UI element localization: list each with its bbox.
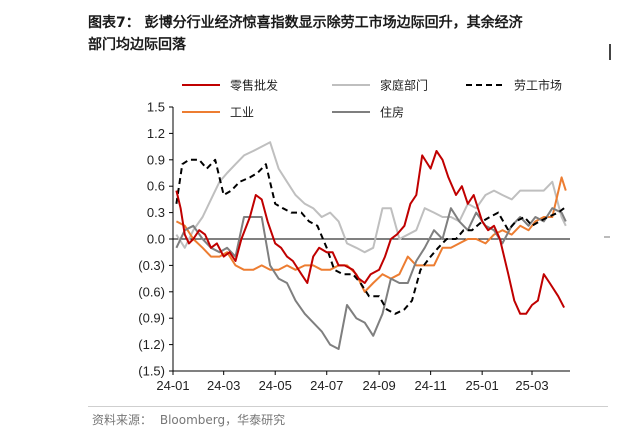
y-tick-label: (0.9) [138, 311, 165, 326]
legend-item-retail: 零售批发 [182, 78, 278, 93]
x-tick-label: 25-03 [515, 378, 548, 393]
y-tick-label: 0.6 [147, 179, 165, 194]
y-tick-label: 1.5 [147, 100, 165, 115]
y-tick-label: 1.2 [147, 126, 165, 141]
x-tick-label: 24-05 [259, 378, 292, 393]
series-line-housing [175, 207, 567, 350]
plot-area [173, 141, 570, 350]
source-label: 资料来源： [92, 413, 153, 427]
series-line-household [175, 141, 567, 254]
legend-label-industry: 工业 [230, 106, 254, 120]
legend-item-household: 家庭部门 [332, 78, 428, 93]
legend-label-household: 家庭部门 [380, 78, 428, 93]
source-text: Bloomberg，华泰研究 [159, 413, 286, 427]
source-note: 资料来源： Bloomberg，华泰研究 [92, 411, 289, 428]
x-axis: 24-01 24-03 24-05 24-07 24-09 24-11 25-01 25-03 [156, 370, 570, 393]
series-line-retail [175, 150, 565, 315]
x-tick-label: 24-03 [207, 378, 240, 393]
legend-item-housing: 住房 [332, 105, 404, 120]
x-tick-label: 24-07 [310, 378, 343, 393]
series-line-industry [175, 176, 567, 293]
page-edge-dot [604, 236, 610, 238]
y-tick-label: 0.0 [147, 232, 165, 247]
legend-label-labor: 劳工市场 [514, 78, 562, 93]
y-axis: 1.5 1.2 0.9 0.6 0.3 0.0 (0.3) (0.6) (0.9) (1.2) (1… [138, 100, 174, 379]
chart-title: 图表7： 彭博分行业经济惊喜指数显示除劳工市场边际回升，其余经济 部门均边际回落 [88, 12, 598, 56]
y-tick-label: (0.6) [138, 284, 165, 299]
y-tick-label: (0.3) [138, 258, 165, 273]
legend-label-retail: 零售批发 [230, 78, 278, 93]
series-line-labor [175, 158, 565, 315]
y-tick-label: (1.5) [138, 364, 165, 379]
y-tick-label: 0.9 [147, 152, 165, 167]
x-tick-label: 25-01 [466, 378, 499, 393]
page-edge-mark [609, 44, 615, 60]
x-tick-label: 24-09 [362, 378, 395, 393]
chart-title-line2: 部门均边际回落 [88, 37, 186, 53]
footer-divider [88, 406, 608, 407]
legend-item-labor: 劳工市场 [466, 78, 562, 93]
x-tick-label: 24-11 [414, 378, 446, 393]
chart-title-line1: 图表7： 彭博分行业经济惊喜指数显示除劳工市场边际回升，其余经济 [88, 15, 523, 31]
y-tick-label: (1.2) [138, 337, 165, 352]
legend-item-industry: 工业 [182, 106, 254, 120]
legend-label-housing: 住房 [380, 105, 404, 120]
y-tick-label: 0.3 [147, 205, 165, 220]
x-tick-label: 24-01 [156, 378, 189, 393]
